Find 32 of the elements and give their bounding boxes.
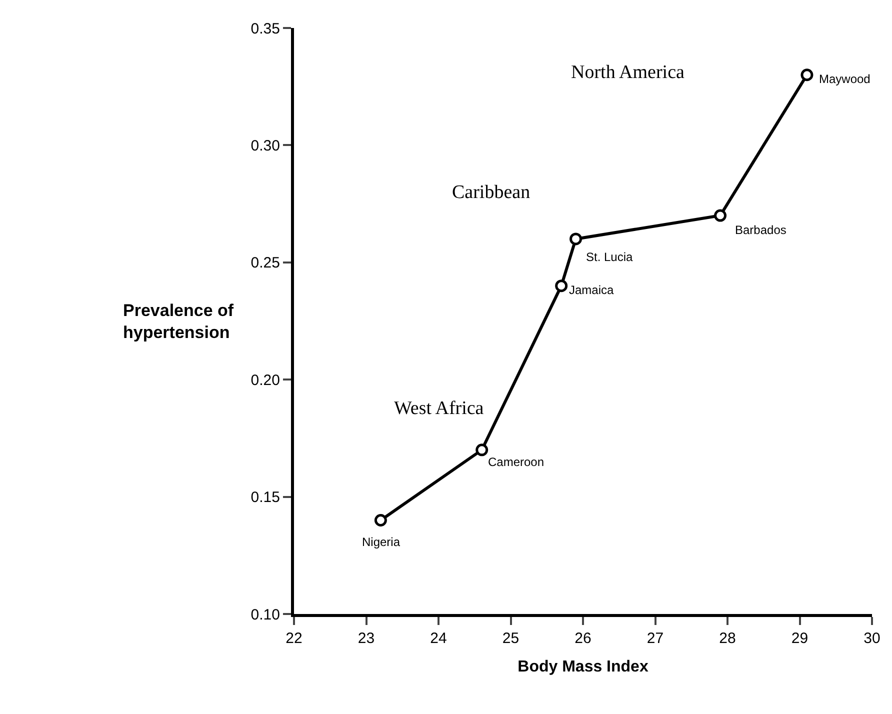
point — [570, 232, 582, 246]
x-tick-label: 30 — [864, 630, 880, 647]
y-tick-label: 0.20 — [250, 372, 280, 389]
point — [800, 68, 814, 82]
y-tick-label: 0.35 — [250, 20, 280, 38]
x-tick-label: 24 — [430, 630, 447, 647]
point — [555, 280, 568, 292]
x-tick-label: 27 — [646, 630, 664, 647]
annotation: Caribbean — [452, 182, 531, 203]
x-tick-label: 22 — [286, 630, 302, 647]
point — [374, 514, 387, 526]
y-axis-title: Prevalence of hypertension — [123, 301, 234, 342]
x-tick-label: 26 — [574, 630, 592, 647]
annotation: Nigeria — [362, 535, 400, 549]
x-axis-title: Body Mass Index — [518, 658, 648, 676]
y-tick-label: 0.30 — [250, 137, 280, 154]
y-tick-label: 0.25 — [250, 254, 280, 272]
x-tick-label: 23 — [358, 630, 375, 647]
y-tick-label: 0.10 — [250, 606, 280, 624]
annotation: Cameroon — [488, 455, 544, 469]
x-tick-label: 29 — [791, 630, 808, 647]
annotation: North America — [571, 62, 685, 83]
x-tick-label: 28 — [719, 630, 736, 647]
annotation: Jamaica — [569, 283, 614, 297]
annotation: Maywood — [819, 72, 870, 86]
annotation: Barbados — [735, 223, 786, 237]
x-tick-label: 25 — [502, 630, 520, 647]
y-tick-label: 0.15 — [250, 489, 280, 506]
point — [476, 444, 488, 456]
annotation: West Africa — [394, 398, 484, 419]
point — [714, 209, 727, 222]
annotation: St. Lucia — [586, 250, 634, 264]
